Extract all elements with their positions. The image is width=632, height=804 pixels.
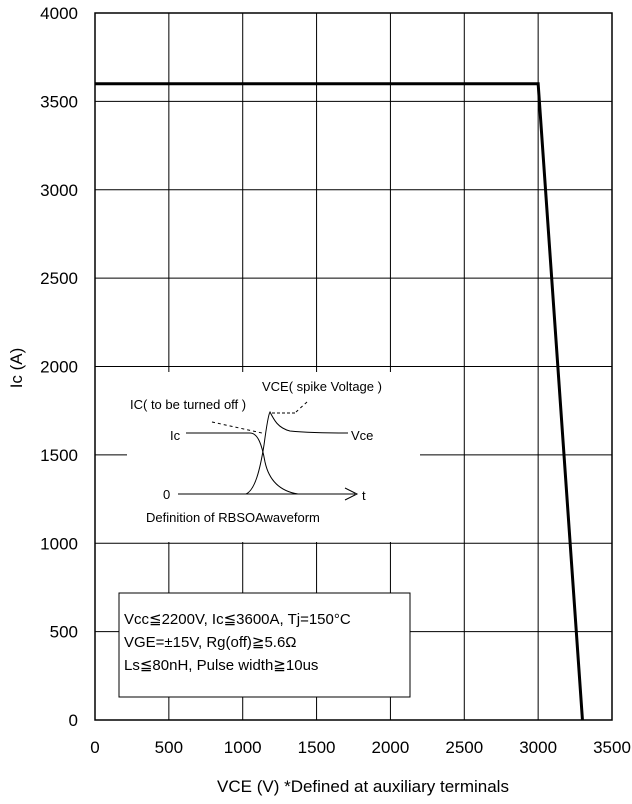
inset-vce-leader	[295, 401, 308, 413]
x-tick-label: 3500	[593, 738, 631, 757]
inset-ic-turned-off-label: IC( to be turned off )	[130, 397, 246, 412]
y-tick-label: 500	[50, 623, 78, 642]
y-tick-label: 0	[69, 711, 78, 730]
y-tick-label: 3000	[40, 181, 78, 200]
rbsoa-waveform-inset: VCE( spike Voltage ) IC( to be turned of…	[127, 372, 420, 542]
inset-title: Definition of RBSOAwaveform	[146, 510, 320, 525]
x-tick-label: 1000	[224, 738, 262, 757]
inset-ic-label: Ic	[170, 428, 181, 443]
inset-time-arrow	[344, 487, 359, 501]
inset-t-label: t	[362, 488, 366, 503]
y-axis-label: Ic (A)	[7, 348, 26, 389]
y-tick-label: 4000	[40, 4, 78, 23]
condition-line-1: Vcc≦2200V, Ic≦3600A, Tj=150°C	[124, 611, 351, 628]
condition-line-2: VGE=±15V, Rg(off)≧5.6Ω	[124, 634, 297, 651]
x-tick-label: 1500	[298, 738, 336, 757]
y-tick-label: 1500	[40, 446, 78, 465]
y-tick-label: 2500	[40, 269, 78, 288]
condition-line-3: Ls≦80nH, Pulse width≧10us	[124, 657, 318, 674]
inset-zero-label: 0	[163, 487, 170, 502]
rbsoa-boundary-line	[95, 82, 584, 721]
y-tick-label: 3500	[40, 92, 78, 111]
x-axis-label: VCE (V) *Defined at auxiliary terminals	[217, 777, 509, 796]
x-tick-label: 500	[155, 738, 183, 757]
x-tick-label: 0	[90, 738, 99, 757]
x-tick-label: 2500	[445, 738, 483, 757]
y-tick-labels: 0 500 1000 1500 2000 2500 3000 3500 4000	[40, 4, 78, 730]
x-tick-labels: 0 500 1000 1500 2000 2500 3000 3500	[90, 738, 631, 757]
y-tick-label: 2000	[40, 358, 78, 377]
inset-vce-spike-label: VCE( spike Voltage )	[262, 379, 382, 394]
inset-vce-waveform	[245, 411, 349, 495]
plot-frame	[94, 12, 613, 721]
x-tick-label: 2000	[372, 738, 410, 757]
inset-vce-label: Vce	[351, 428, 373, 443]
y-tick-label: 1000	[40, 534, 78, 553]
test-conditions-box: Vcc≦2200V, Ic≦3600A, Tj=150°C VGE=±15V, …	[118, 592, 411, 698]
inset-ic-waveform	[186, 432, 299, 495]
x-tick-label: 3000	[519, 738, 557, 757]
inset-ic-leader	[211, 421, 263, 434]
